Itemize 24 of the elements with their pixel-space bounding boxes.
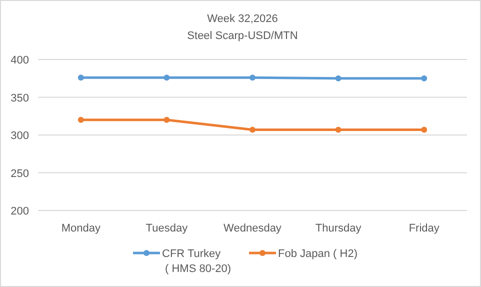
point [421, 75, 428, 82]
x-tick-label: Friday [408, 222, 440, 234]
y-tick-label: 400 [10, 54, 29, 66]
legend-label: Fob Japan ( H2) [278, 248, 358, 260]
y-tick-label: 250 [10, 168, 29, 180]
legend-label: CFR Turkey ( HMS 80-20) [162, 248, 232, 275]
point [78, 116, 84, 123]
y-tick-label: 300 [10, 130, 29, 142]
x-tick-label: Tuesday [146, 222, 188, 234]
point [164, 74, 170, 81]
point [421, 126, 428, 133]
point [335, 126, 342, 133]
x-tick-label: Wednesday [224, 222, 282, 234]
chart-title: Week 32,2026 [207, 13, 278, 25]
x-tick-label: Monday [61, 222, 101, 234]
point [78, 74, 84, 81]
point [335, 75, 342, 82]
y-tick-label: 350 [10, 92, 29, 104]
y-tick-label: 200 [10, 206, 29, 218]
x-tick-label: Thursday [315, 222, 362, 234]
point [250, 74, 256, 81]
chart-subtitle: Steel Scarp-USD/MTN [187, 30, 298, 42]
point [164, 116, 170, 123]
point [250, 126, 256, 133]
